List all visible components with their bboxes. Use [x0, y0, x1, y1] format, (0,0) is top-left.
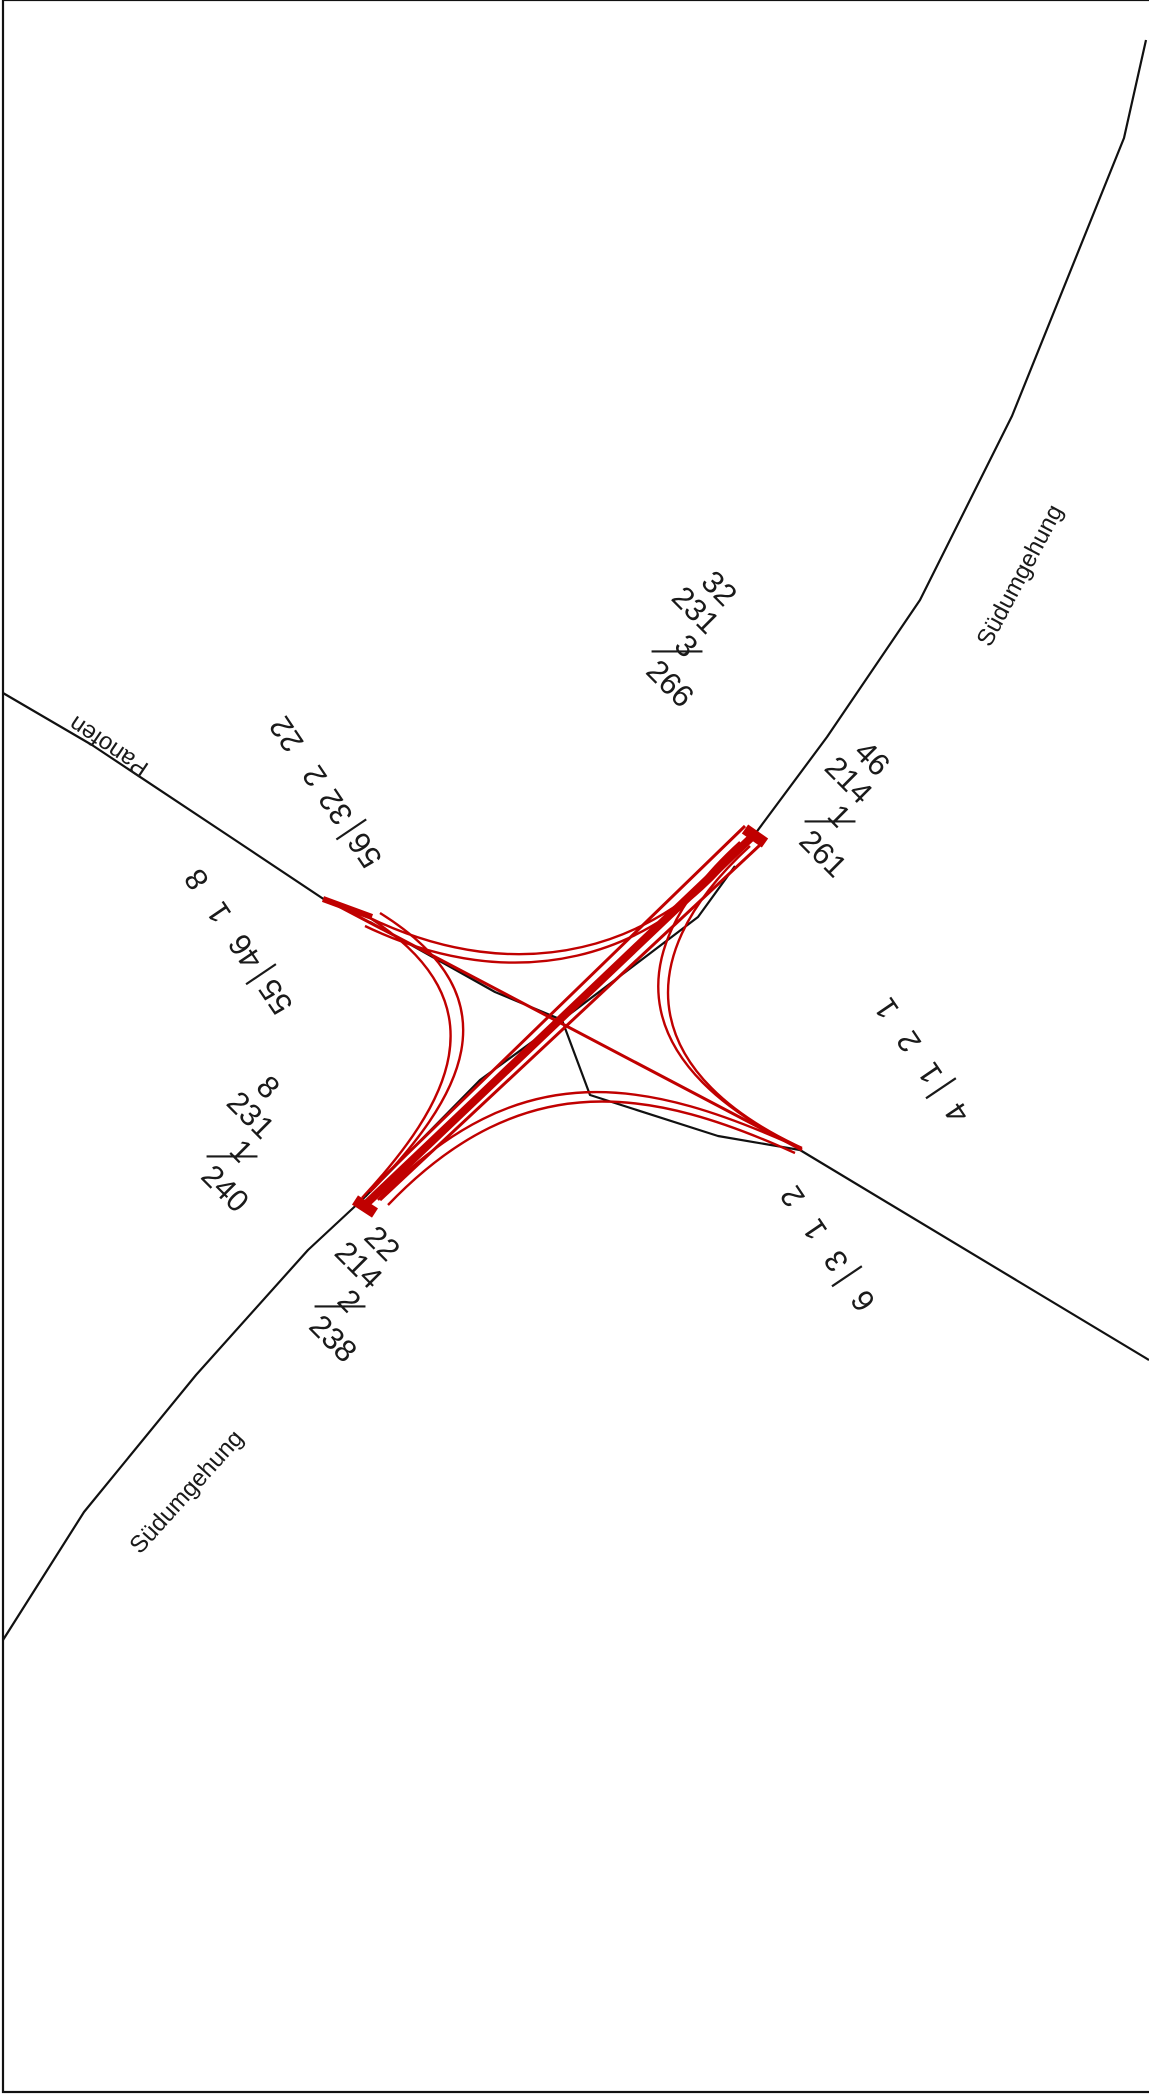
- count-right: 1: [911, 1056, 950, 1090]
- road-network: [2, 39, 1149, 1641]
- count-block-nw-outbound: 8 1 46 55: [177, 863, 300, 1021]
- count-block-nw-inbound: 22 2 32 56: [262, 710, 389, 874]
- street-label-suedumgehung-ne: Südumgehung: [971, 500, 1068, 651]
- count-through: 2: [890, 1025, 929, 1059]
- count-block-sw-outbound: 22 214 2 238: [303, 1219, 407, 1369]
- count-total: 238: [303, 1308, 364, 1369]
- count-left: 22: [262, 710, 310, 758]
- count-right: 2: [331, 1282, 368, 1319]
- count-divider: [245, 963, 277, 986]
- count-block-se-outbound: 1 2 1 4: [867, 992, 977, 1130]
- count-divider: [335, 818, 367, 841]
- count-block-se-inbound: 2 1 3 6: [773, 1180, 883, 1318]
- count-left: 8: [177, 863, 216, 897]
- count-right: 3: [668, 627, 705, 664]
- count-through: 1: [796, 1213, 835, 1247]
- count-left: 2: [773, 1180, 812, 1214]
- road-intersection-internal: [364, 865, 801, 1198]
- road-suedumgehung-southwest: [2, 1196, 366, 1641]
- count-total: 6: [844, 1284, 883, 1318]
- count-total: 240: [195, 1158, 256, 1219]
- flow-turn-ne-nw-outer: [369, 837, 749, 956]
- count-divider: [804, 820, 856, 823]
- count-total: 4: [938, 1096, 977, 1130]
- count-divider: [314, 1305, 366, 1308]
- count-through: 2: [295, 759, 334, 793]
- count-right: 1: [821, 797, 858, 834]
- count-left: 1: [867, 992, 906, 1026]
- count-block-ne-outbound: 46 214 1 261: [793, 734, 897, 884]
- flow-band-main-inner: [368, 824, 747, 1192]
- flow-turn-se-ne-inner: [666, 845, 803, 1150]
- count-divider: [206, 1155, 258, 1158]
- street-label-panofen: Panofen: [64, 710, 153, 782]
- count-divider: [651, 650, 703, 653]
- flow-turn-sw-se-inner: [387, 1100, 796, 1206]
- flow-band-minor: [324, 897, 803, 1152]
- count-total: 266: [640, 653, 701, 714]
- count-block-sw-inbound: 8 231 1 240: [195, 1069, 287, 1219]
- flow-turn-nw-sw-inner: [361, 916, 452, 1199]
- road-panofen-southeast: [799, 1149, 1149, 1361]
- road-panofen-northwest: [2, 692, 326, 901]
- count-through: 1: [200, 896, 239, 930]
- count-right: 1: [223, 1132, 260, 1169]
- flow-turn-nw-sw-outer: [369, 911, 465, 1193]
- count-divider: [925, 1077, 957, 1100]
- count-total: 55: [251, 973, 299, 1021]
- count-total: 56: [341, 826, 389, 874]
- street-label-suedumgehung-sw: Südumgehung: [124, 1425, 249, 1559]
- flow-turn-se-ne-outer: [657, 841, 796, 1147]
- count-divider: [831, 1265, 863, 1288]
- count-right: 46: [221, 928, 269, 976]
- flow-bands: [321, 824, 803, 1218]
- flow-band-main-ne-end: [741, 824, 769, 848]
- count-right: 32: [311, 783, 359, 831]
- flow-band-main-sw-end: [352, 1195, 378, 1218]
- count-total: 261: [793, 823, 854, 884]
- count-block-ne-inbound: 32 231 3 266: [640, 564, 744, 714]
- flow-band-main-inner-2: [378, 843, 762, 1202]
- road-suedumgehung-northeast: [754, 39, 1148, 835]
- flow-turn-sw-se-outer: [377, 1090, 801, 1201]
- flow-band-minor-nw-end: [321, 896, 374, 920]
- count-right: 3: [817, 1244, 856, 1278]
